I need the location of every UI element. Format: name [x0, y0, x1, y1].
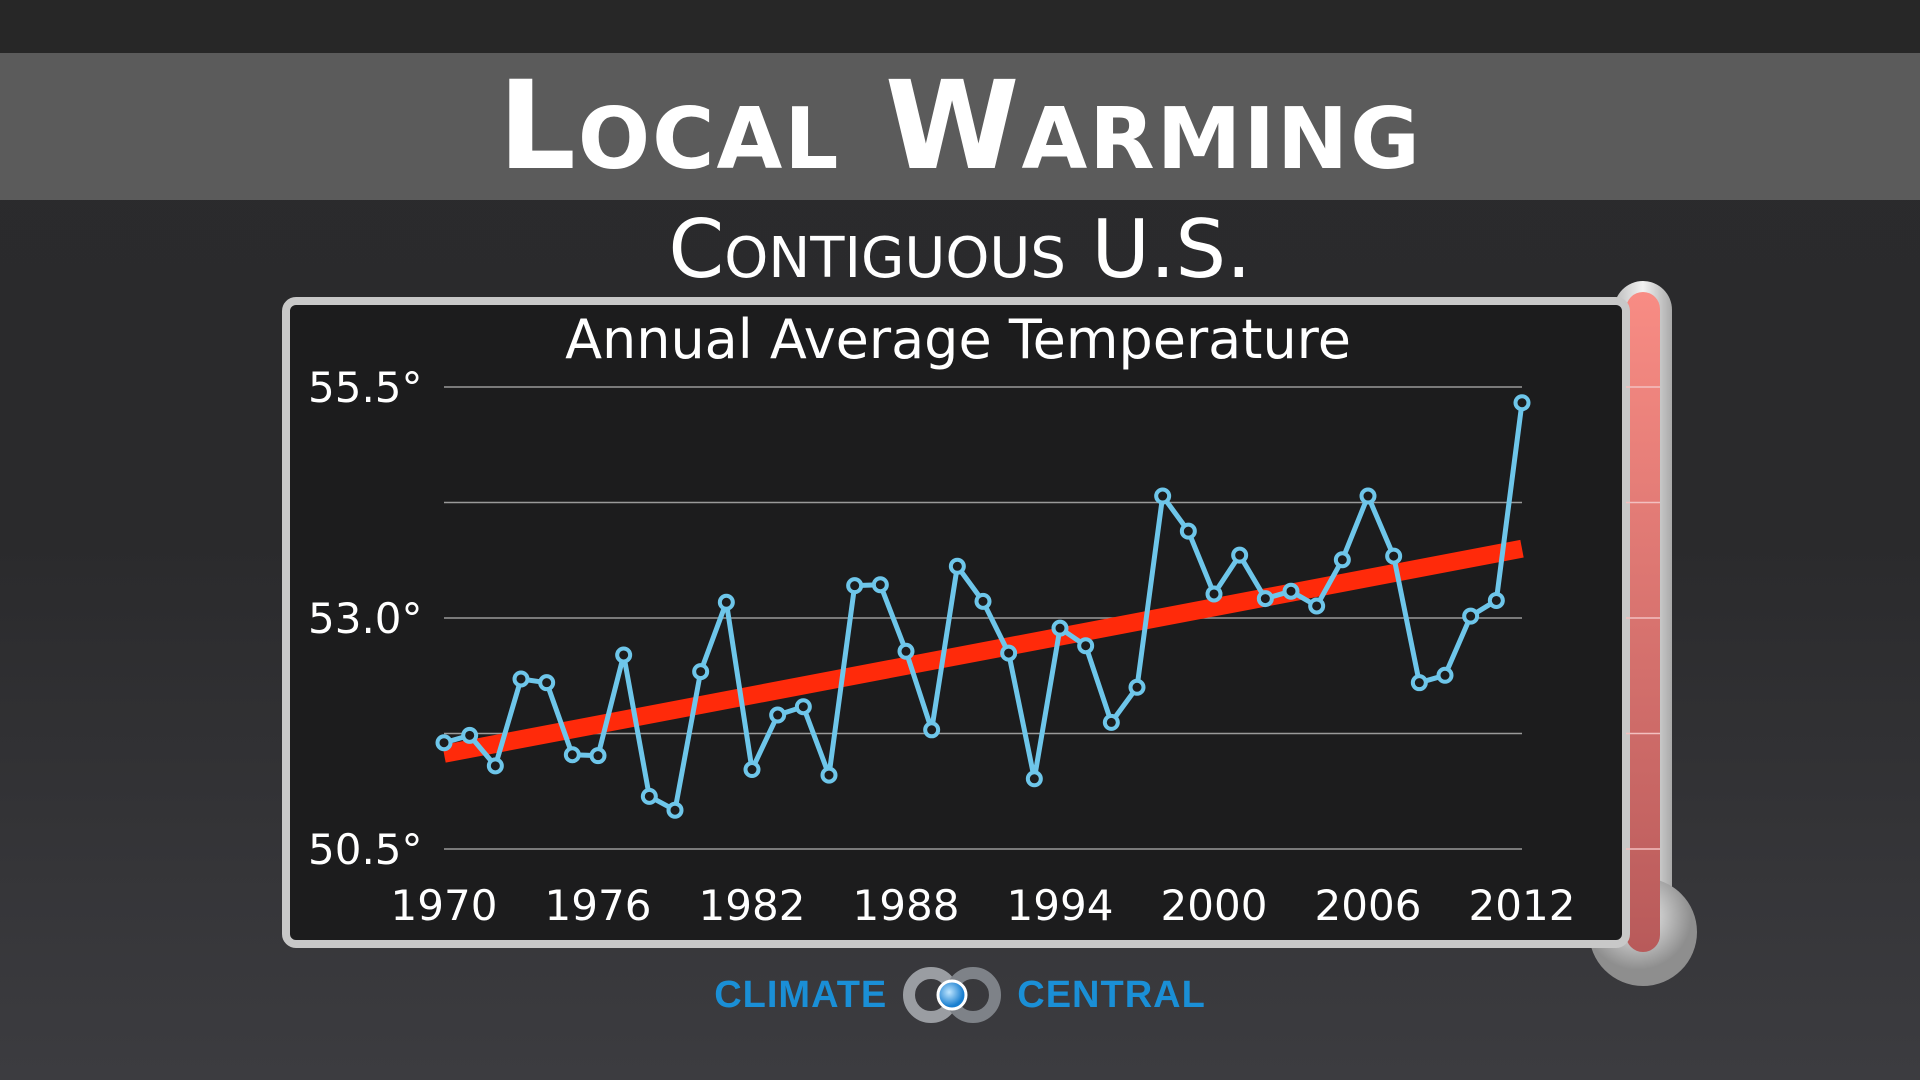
data-point — [1102, 713, 1120, 731]
data-point — [948, 557, 966, 575]
top-band — [0, 0, 1920, 53]
data-point — [640, 787, 658, 805]
data-point — [1179, 522, 1197, 540]
data-point — [769, 706, 787, 724]
data-point — [794, 698, 812, 716]
y-tick-label: 50.5° — [308, 825, 423, 874]
x-tick-label: 1970 — [391, 881, 498, 930]
data-point — [1256, 590, 1274, 608]
data-point — [615, 646, 633, 664]
x-tick-label: 2006 — [1315, 881, 1422, 930]
data-point — [1436, 666, 1454, 684]
data-point — [1077, 637, 1095, 655]
data-point — [1025, 770, 1043, 788]
title-band — [0, 53, 1920, 200]
data-point — [486, 757, 504, 775]
data-point — [1513, 394, 1531, 412]
data-point — [1154, 487, 1172, 505]
data-point — [820, 766, 838, 784]
y-tick-label: 53.0° — [308, 594, 423, 643]
data-point — [461, 726, 479, 744]
data-point — [1205, 585, 1223, 603]
x-tick-label: 1976 — [545, 881, 652, 930]
x-tick-label: 2000 — [1161, 881, 1268, 930]
data-point — [1487, 591, 1505, 609]
data-point — [666, 801, 684, 819]
trend-line — [442, 539, 1524, 763]
data-point — [1231, 546, 1249, 564]
data-point — [563, 746, 581, 764]
logo-text-left: CLIMATE — [714, 973, 888, 1016]
page-title: Local Warming — [498, 55, 1422, 197]
y-tick-label: 55.5° — [308, 363, 423, 412]
x-tick-label: 1994 — [1007, 881, 1114, 930]
chart-frame — [282, 297, 1630, 948]
logo-text-right: CENTRAL — [1017, 973, 1206, 1016]
data-point — [717, 593, 735, 611]
x-tick-label: 2012 — [1469, 881, 1576, 930]
data-point — [974, 592, 992, 610]
page-subtitle: Contiguous U.S. — [668, 203, 1252, 296]
data-point — [1128, 678, 1146, 696]
data-point — [538, 674, 556, 692]
data-point — [1333, 551, 1351, 569]
data-point — [1462, 607, 1480, 625]
data-point — [897, 642, 915, 660]
data-point — [1410, 674, 1428, 692]
data-point — [1308, 597, 1326, 615]
data-point — [846, 577, 864, 595]
data-point — [1051, 619, 1069, 637]
data-point — [589, 747, 607, 765]
thermometer-mercury — [1626, 292, 1660, 952]
data-point — [1359, 487, 1377, 505]
data-point — [871, 576, 889, 594]
data-point — [1385, 547, 1403, 565]
data-point — [1000, 644, 1018, 662]
logo-rings-icon — [903, 967, 1002, 1023]
chart-title: Annual Average Temperature — [565, 308, 1351, 371]
data-point — [512, 670, 530, 688]
data-point — [743, 761, 761, 779]
data-point — [1282, 582, 1300, 600]
x-tick-label: 1988 — [853, 881, 960, 930]
data-point — [923, 721, 941, 739]
data-point — [435, 734, 453, 752]
climate-central-logo: CLIMATE CENTRAL — [0, 965, 1920, 1025]
x-tick-label: 1982 — [699, 881, 806, 930]
data-point — [692, 663, 710, 681]
